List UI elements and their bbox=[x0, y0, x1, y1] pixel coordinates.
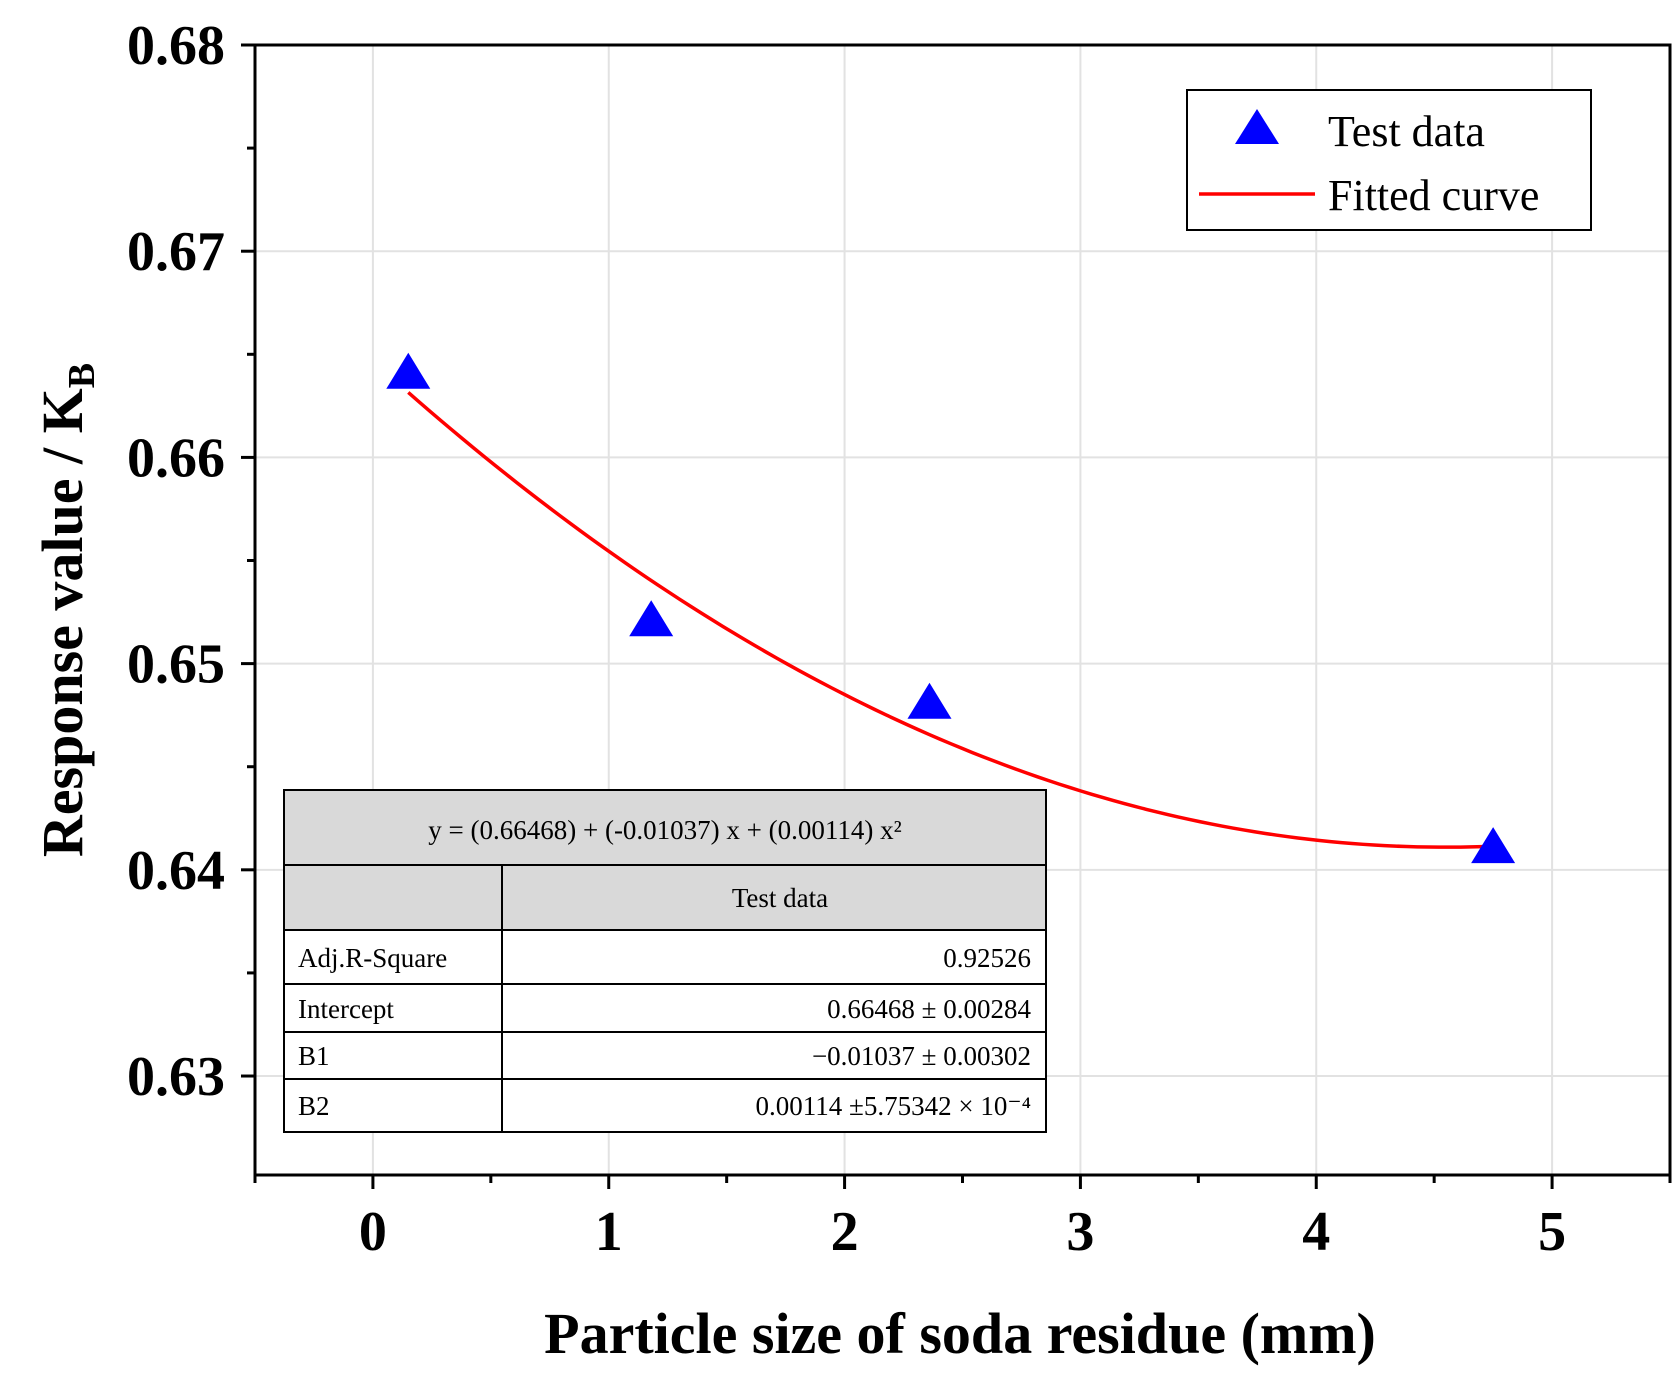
legend-triangle-icon bbox=[1235, 109, 1279, 144]
x-tick-label: 0 bbox=[359, 1201, 387, 1263]
fit-row-label-adj-r-square: Adj.R-Square bbox=[298, 943, 447, 973]
legend-label-test-data: Test data bbox=[1328, 107, 1485, 156]
fit-table-border bbox=[283, 789, 1047, 1133]
data-point-triangle bbox=[386, 352, 431, 389]
fit-row-label-b2: B2 bbox=[298, 1091, 330, 1121]
fit-equation: y = (0.66468) + (-0.01037) x + (0.00114)… bbox=[428, 815, 901, 845]
fit-row-value-adj-r-square: 0.92526 bbox=[943, 943, 1031, 973]
y-tick-label: 0.65 bbox=[127, 634, 225, 696]
y-tick-label: 0.63 bbox=[127, 1046, 225, 1108]
fit-table-header-bg bbox=[284, 790, 1046, 930]
fitted-curve bbox=[407, 391, 1494, 849]
x-tick-label: 1 bbox=[595, 1201, 623, 1263]
fit-row-value-b1: −0.01037 ± 0.00302 bbox=[812, 1041, 1031, 1071]
fit-row-value-intercept: 0.66468 ± 0.00284 bbox=[827, 994, 1031, 1024]
x-tick-label: 3 bbox=[1066, 1201, 1094, 1263]
y-axis-ticks: 0.63 0.64 0.65 0.66 0.67 0.68 bbox=[127, 15, 255, 1108]
y-tick-label: 0.67 bbox=[127, 221, 225, 283]
data-point-triangle bbox=[1471, 827, 1516, 864]
fit-table-column-header: Test data bbox=[732, 883, 828, 913]
y-axis-title-subscript: B bbox=[61, 363, 103, 388]
fit-row-value-b2: 0.00114 ±5.75342 × 10⁻⁴ bbox=[756, 1091, 1031, 1121]
y-tick-label: 0.68 bbox=[127, 15, 225, 77]
fitted-curve-line bbox=[407, 391, 1494, 849]
y-tick-label: 0.64 bbox=[127, 840, 225, 902]
x-tick-label: 4 bbox=[1302, 1201, 1330, 1263]
fit-result-table: y = (0.66468) + (-0.01037) x + (0.00114)… bbox=[283, 789, 1047, 1133]
data-point-triangle bbox=[629, 600, 674, 637]
y-axis-title: Response value / KB bbox=[30, 363, 103, 857]
data-point-triangle bbox=[907, 682, 952, 719]
fit-row-label-b1: B1 bbox=[298, 1041, 330, 1071]
y-axis-title-main: Response value / K bbox=[30, 388, 95, 857]
data-points bbox=[386, 352, 1516, 864]
x-tick-label: 5 bbox=[1538, 1201, 1566, 1263]
legend: Test data Fitted curve bbox=[1186, 89, 1592, 231]
legend-label-fitted-curve: Fitted curve bbox=[1328, 171, 1539, 220]
x-axis-title: Particle size of soda residue (mm) bbox=[544, 1301, 1376, 1366]
x-axis-ticks: 0 1 2 3 4 5 bbox=[253, 1175, 1672, 1263]
fit-row-label-intercept: Intercept bbox=[298, 994, 394, 1024]
y-tick-label: 0.66 bbox=[127, 427, 225, 489]
x-tick-label: 2 bbox=[831, 1201, 859, 1263]
